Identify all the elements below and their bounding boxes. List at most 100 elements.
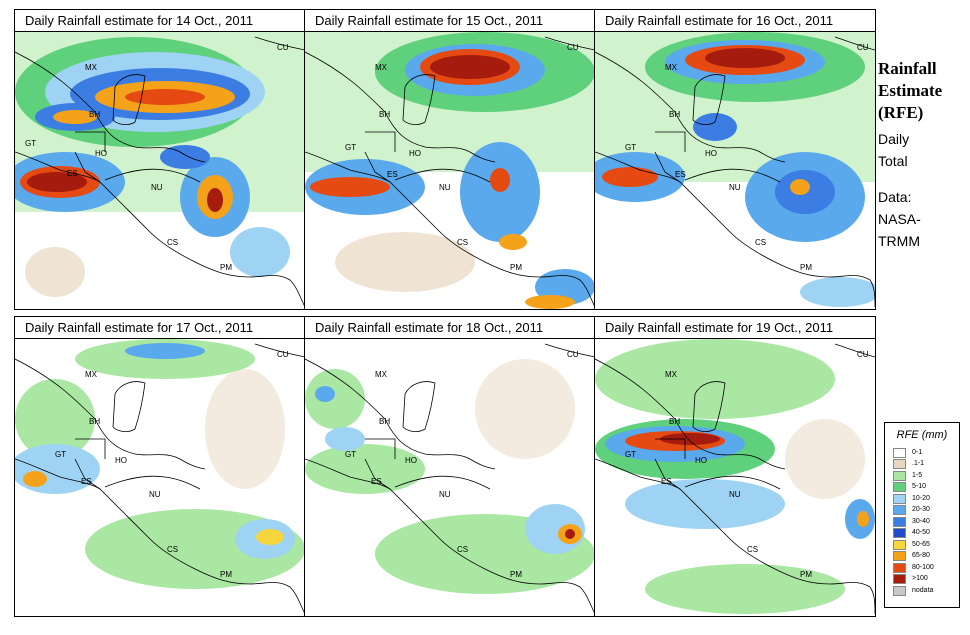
- label-es: ES: [81, 477, 92, 486]
- label-cs: CS: [747, 545, 758, 554]
- legend-swatch: [893, 528, 906, 539]
- legend-label: 30-40: [912, 517, 930, 525]
- label-cu: CU: [277, 350, 289, 359]
- legend-item: nodata: [885, 585, 959, 597]
- label-mx: MX: [375, 370, 388, 379]
- legend-item: >100: [885, 574, 959, 586]
- label-bh: BH: [669, 417, 680, 426]
- legend-swatch: [893, 562, 906, 573]
- legend-item: 80-100: [885, 562, 959, 574]
- rain-overlay: [15, 339, 305, 616]
- label-mx: MX: [85, 370, 98, 379]
- label-es: ES: [67, 169, 78, 178]
- legend-swatch: [893, 470, 906, 481]
- legend-item: 65-80: [885, 551, 959, 563]
- rainfall-map-svg: MX CU BH GT HO ES NU CS PM: [15, 32, 305, 309]
- label-nu: NU: [439, 490, 451, 499]
- side-daily-line1: Daily: [878, 131, 910, 147]
- legend-item: 1-5: [885, 470, 959, 482]
- legend-item: 20-30: [885, 505, 959, 517]
- map-panel-oct-14: Daily Rainfall estimate for 14 Oct., 201…: [14, 9, 306, 310]
- label-gt: GT: [625, 143, 636, 152]
- label-pm: PM: [220, 263, 232, 272]
- label-ho: HO: [95, 149, 107, 158]
- label-cu: CU: [567, 43, 579, 52]
- label-es: ES: [661, 477, 672, 486]
- rain-overlay: [595, 339, 875, 616]
- panel-title: Daily Rainfall estimate for 15 Oct., 201…: [305, 10, 595, 32]
- legend-item: 30-40: [885, 516, 959, 528]
- label-mx: MX: [85, 63, 98, 72]
- label-bh: BH: [379, 110, 390, 119]
- label-gt: GT: [625, 450, 636, 459]
- rfe-legend: RFE (mm) 0-1 .1-1 1-5 5-10 10-20 20-30 30-40 40…: [884, 422, 960, 608]
- label-bh: BH: [89, 417, 100, 426]
- rain-overlay: [595, 32, 875, 309]
- legend-item: .1-1: [885, 459, 959, 471]
- label-nu: NU: [729, 183, 741, 192]
- legend-label: .1-1: [912, 460, 925, 468]
- label-mx: MX: [665, 370, 678, 379]
- rainfall-map: MX CU BH GT HO ES NU CS PM: [595, 339, 875, 616]
- label-ho: HO: [409, 149, 421, 158]
- legend-swatch: [893, 482, 906, 493]
- legend-label: 0-1: [912, 448, 923, 456]
- legend-item: 0-1: [885, 447, 959, 459]
- coastline-outline: [15, 36, 305, 308]
- side-data-line2: NASA-: [878, 211, 921, 227]
- label-gt: GT: [55, 450, 66, 459]
- rainfall-map: MX CU BH GT HO ES NU CS PM: [305, 339, 595, 616]
- label-ho: HO: [695, 456, 707, 465]
- label-ho: HO: [115, 456, 127, 465]
- panel-title: Daily Rainfall estimate for 19 Oct., 201…: [595, 317, 875, 339]
- label-es: ES: [675, 170, 686, 179]
- legend-item: 40-50: [885, 528, 959, 540]
- label-gt: GT: [25, 139, 36, 148]
- map-panel-oct-18: Daily Rainfall estimate for 18 Oct., 201…: [304, 316, 596, 617]
- legend-rows: 0-1 .1-1 1-5 5-10 10-20 20-30 30-40 40-50 50-65 6…: [885, 447, 959, 597]
- label-pm: PM: [510, 263, 522, 272]
- label-bh: BH: [89, 110, 100, 119]
- map-panel-oct-17: Daily Rainfall estimate for 17 Oct., 201…: [14, 316, 306, 617]
- label-ho: HO: [705, 149, 717, 158]
- label-pm: PM: [800, 263, 812, 272]
- side-title-line3: (RFE): [878, 103, 924, 122]
- map-panel-oct-15: Daily Rainfall estimate for 15 Oct., 201…: [304, 9, 596, 310]
- panel-title: Daily Rainfall estimate for 14 Oct., 201…: [15, 10, 305, 32]
- label-nu: NU: [149, 490, 161, 499]
- rainfall-map: MX CU BH GT HO ES NU CS PM: [595, 32, 875, 309]
- panel-title: Daily Rainfall estimate for 17 Oct., 201…: [15, 317, 305, 339]
- label-bh: BH: [669, 110, 680, 119]
- coastline-outline: [15, 343, 305, 615]
- label-ho: HO: [405, 456, 417, 465]
- country-labels: MX CU BH GT HO ES NU CS PM: [345, 43, 579, 272]
- rainfall-map: MX CU BH GT HO ES NU CS PM: [305, 32, 595, 309]
- label-pm: PM: [800, 570, 812, 579]
- legend-swatch: [893, 574, 906, 585]
- side-data-line1: Data:: [878, 189, 912, 205]
- legend-title: RFE (mm): [896, 429, 948, 441]
- label-cu: CU: [857, 350, 869, 359]
- legend-label: 10-20: [912, 494, 930, 502]
- label-es: ES: [371, 477, 382, 486]
- country-labels: MX CU BH GT HO ES NU CS PM: [625, 43, 869, 272]
- legend-item: 5-10: [885, 482, 959, 494]
- label-nu: NU: [439, 183, 451, 192]
- rainfall-map-svg: MX CU BH GT HO ES NU CS PM: [15, 339, 305, 616]
- legend-label: 5-10: [912, 483, 927, 491]
- legend-label: 80-100: [912, 563, 934, 571]
- side-daily-line2: Total: [878, 153, 908, 169]
- panel-title: Daily Rainfall estimate for 16 Oct., 201…: [595, 10, 875, 32]
- label-pm: PM: [220, 570, 232, 579]
- label-cu: CU: [567, 350, 579, 359]
- legend-swatch: [893, 447, 906, 458]
- legend-swatch: [893, 459, 906, 470]
- label-es: ES: [387, 170, 398, 179]
- coastline-outline: [305, 36, 595, 308]
- legend-label: nodata: [912, 586, 934, 594]
- legend-label: >100: [912, 575, 928, 583]
- rainfall-map: MX CU BH GT HO ES NU CS PM: [15, 339, 305, 616]
- legend-swatch: [893, 551, 906, 562]
- rain-overlay: [305, 339, 595, 616]
- legend-swatch: [893, 505, 906, 516]
